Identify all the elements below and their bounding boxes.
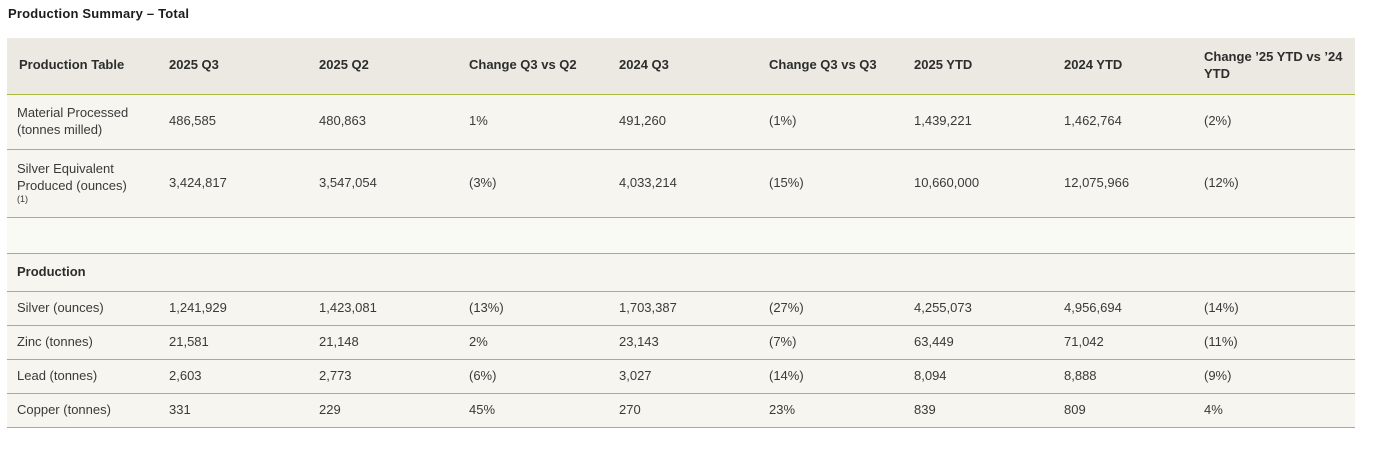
table-row-silver: Silver (ounces) 1,241,929 1,423,081 (13%…	[7, 291, 1355, 326]
table-header-row: Production Table 2025 Q3 2025 Q2 Change …	[7, 38, 1355, 95]
cell-value: 2,603	[159, 359, 309, 394]
cell-value: 491,260	[609, 94, 759, 150]
cell-value: (14%)	[1194, 291, 1355, 326]
spacer-cell	[7, 217, 1355, 254]
cell-value: 8,094	[904, 359, 1054, 394]
column-header-2025-ytd: 2025 YTD	[904, 38, 1054, 95]
row-label: Copper (tonnes)	[7, 393, 159, 428]
page: Production Summary – Total Production Ta…	[7, 6, 1355, 428]
cell-value: 3,027	[609, 359, 759, 394]
cell-value: 3,424,817	[159, 149, 309, 218]
cell-value: 12,075,966	[1054, 149, 1194, 218]
cell-value: 809	[1054, 393, 1194, 428]
table-row-material-processed: Material Processed (tonnes milled) 486,5…	[7, 94, 1355, 150]
cell-value: 1,439,221	[904, 94, 1054, 150]
column-header-change-q3-vs-q2: Change Q3 vs Q2	[459, 38, 609, 95]
column-header-change-ytd: Change ’25 YTD vs ’24 YTD	[1194, 38, 1355, 95]
cell-value: 21,581	[159, 325, 309, 360]
cell-value: (2%)	[1194, 94, 1355, 150]
cell-value: (13%)	[459, 291, 609, 326]
cell-value: 10,660,000	[904, 149, 1054, 218]
row-label: Silver (ounces)	[7, 291, 159, 326]
cell-value: (9%)	[1194, 359, 1355, 394]
cell-value: (27%)	[759, 291, 904, 326]
table-row-lead: Lead (tonnes) 2,603 2,773 (6%) 3,027 (14…	[7, 359, 1355, 394]
footnote-marker: (1)	[17, 194, 28, 205]
cell-value: 45%	[459, 393, 609, 428]
cell-value: 4%	[1194, 393, 1355, 428]
cell-value: 1,423,081	[309, 291, 459, 326]
table-row-zinc: Zinc (tonnes) 21,581 21,148 2% 23,143 (7…	[7, 325, 1355, 360]
cell-value: 4,255,073	[904, 291, 1054, 326]
table-row-silver-equivalent: Silver Equivalent Produced (ounces) (1) …	[7, 149, 1355, 218]
table-row-copper: Copper (tonnes) 331 229 45% 270 23% 839 …	[7, 393, 1355, 428]
cell-value: 1%	[459, 94, 609, 150]
spacer-row	[7, 217, 1355, 254]
cell-value: 23%	[759, 393, 904, 428]
cell-value: (1%)	[759, 94, 904, 150]
page-title: Production Summary – Total	[8, 6, 190, 21]
cell-value: 4,956,694	[1054, 291, 1194, 326]
cell-value: (6%)	[459, 359, 609, 394]
column-header-2025-q3: 2025 Q3	[159, 38, 309, 95]
column-header-2024-ytd: 2024 YTD	[1054, 38, 1194, 95]
cell-value: 71,042	[1054, 325, 1194, 360]
column-header-2025-q2: 2025 Q2	[309, 38, 459, 95]
row-label: Material Processed (tonnes milled)	[7, 94, 159, 150]
row-label: Silver Equivalent Produced (ounces) (1)	[7, 149, 159, 218]
section-title: Production	[7, 253, 1355, 292]
cell-value: (7%)	[759, 325, 904, 360]
cell-value: 480,863	[309, 94, 459, 150]
row-label-text: Silver Equivalent Produced (ounces)	[17, 160, 127, 193]
cell-value: 1,462,764	[1054, 94, 1194, 150]
cell-value: 8,888	[1054, 359, 1194, 394]
cell-value: 839	[904, 393, 1054, 428]
section-row-production: Production	[7, 253, 1355, 292]
cell-value: 63,449	[904, 325, 1054, 360]
cell-value: 4,033,214	[609, 149, 759, 218]
cell-value: 3,547,054	[309, 149, 459, 218]
cell-value: 331	[159, 393, 309, 428]
cell-value: 23,143	[609, 325, 759, 360]
cell-value: 2%	[459, 325, 609, 360]
cell-value: (12%)	[1194, 149, 1355, 218]
row-label: Zinc (tonnes)	[7, 325, 159, 360]
cell-value: (15%)	[759, 149, 904, 218]
cell-value: 2,773	[309, 359, 459, 394]
cell-value: (3%)	[459, 149, 609, 218]
cell-value: 1,703,387	[609, 291, 759, 326]
row-label: Lead (tonnes)	[7, 359, 159, 394]
cell-value: 21,148	[309, 325, 459, 360]
cell-value: 1,241,929	[159, 291, 309, 326]
column-header-production-table: Production Table	[7, 38, 159, 95]
cell-value: (11%)	[1194, 325, 1355, 360]
cell-value: 229	[309, 393, 459, 428]
column-header-change-q3-vs-q3: Change Q3 vs Q3	[759, 38, 904, 95]
column-header-2024-q3: 2024 Q3	[609, 38, 759, 95]
cell-value: 270	[609, 393, 759, 428]
production-summary-table: Production Table 2025 Q3 2025 Q2 Change …	[7, 38, 1355, 428]
cell-value: (14%)	[759, 359, 904, 394]
cell-value: 486,585	[159, 94, 309, 150]
